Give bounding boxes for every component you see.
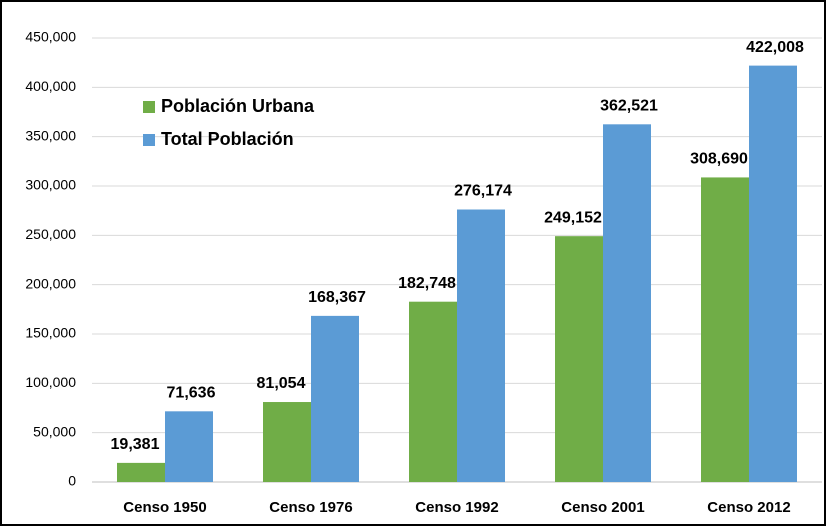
legend-label: Población Urbana bbox=[161, 96, 315, 116]
bar bbox=[603, 124, 651, 482]
bar bbox=[311, 315, 359, 482]
y-tick-label: 450,000 bbox=[25, 29, 76, 45]
value-label: 81,054 bbox=[257, 375, 306, 392]
value-label: 182,748 bbox=[398, 275, 456, 292]
bar bbox=[749, 65, 797, 482]
x-tick-label: Censo 1976 bbox=[269, 499, 352, 516]
value-label: 276,174 bbox=[454, 183, 512, 200]
y-tick-label: 250,000 bbox=[25, 226, 76, 242]
legend-swatch bbox=[143, 134, 155, 146]
bar bbox=[263, 402, 311, 482]
x-tick-label: Censo 1950 bbox=[123, 499, 206, 516]
y-tick-label: 100,000 bbox=[25, 374, 76, 390]
value-label: 422,008 bbox=[746, 39, 804, 56]
x-tick-label: Censo 1992 bbox=[415, 499, 498, 516]
x-tick-label: Censo 2012 bbox=[707, 499, 790, 516]
value-label: 168,367 bbox=[308, 289, 366, 306]
bar bbox=[555, 236, 603, 482]
value-label: 249,152 bbox=[544, 209, 602, 226]
bar bbox=[457, 209, 505, 483]
y-tick-label: 350,000 bbox=[25, 127, 76, 143]
x-tick-label: Censo 2001 bbox=[561, 499, 644, 516]
bar bbox=[409, 301, 457, 482]
value-label: 19,381 bbox=[111, 436, 160, 453]
y-tick-label: 400,000 bbox=[25, 78, 76, 94]
legend-label: Total Población bbox=[161, 129, 294, 149]
value-label: 362,521 bbox=[600, 98, 658, 115]
bar bbox=[117, 462, 165, 482]
value-label: 71,636 bbox=[167, 385, 216, 402]
y-tick-label: 0 bbox=[68, 473, 76, 489]
value-label: 308,690 bbox=[690, 151, 748, 168]
y-tick-label: 150,000 bbox=[25, 325, 76, 341]
bar bbox=[701, 177, 749, 482]
y-tick-label: 300,000 bbox=[25, 177, 76, 193]
y-tick-label: 50,000 bbox=[33, 423, 76, 439]
y-tick-label: 200,000 bbox=[25, 275, 76, 291]
legend-swatch bbox=[143, 101, 155, 113]
bar bbox=[165, 411, 213, 482]
